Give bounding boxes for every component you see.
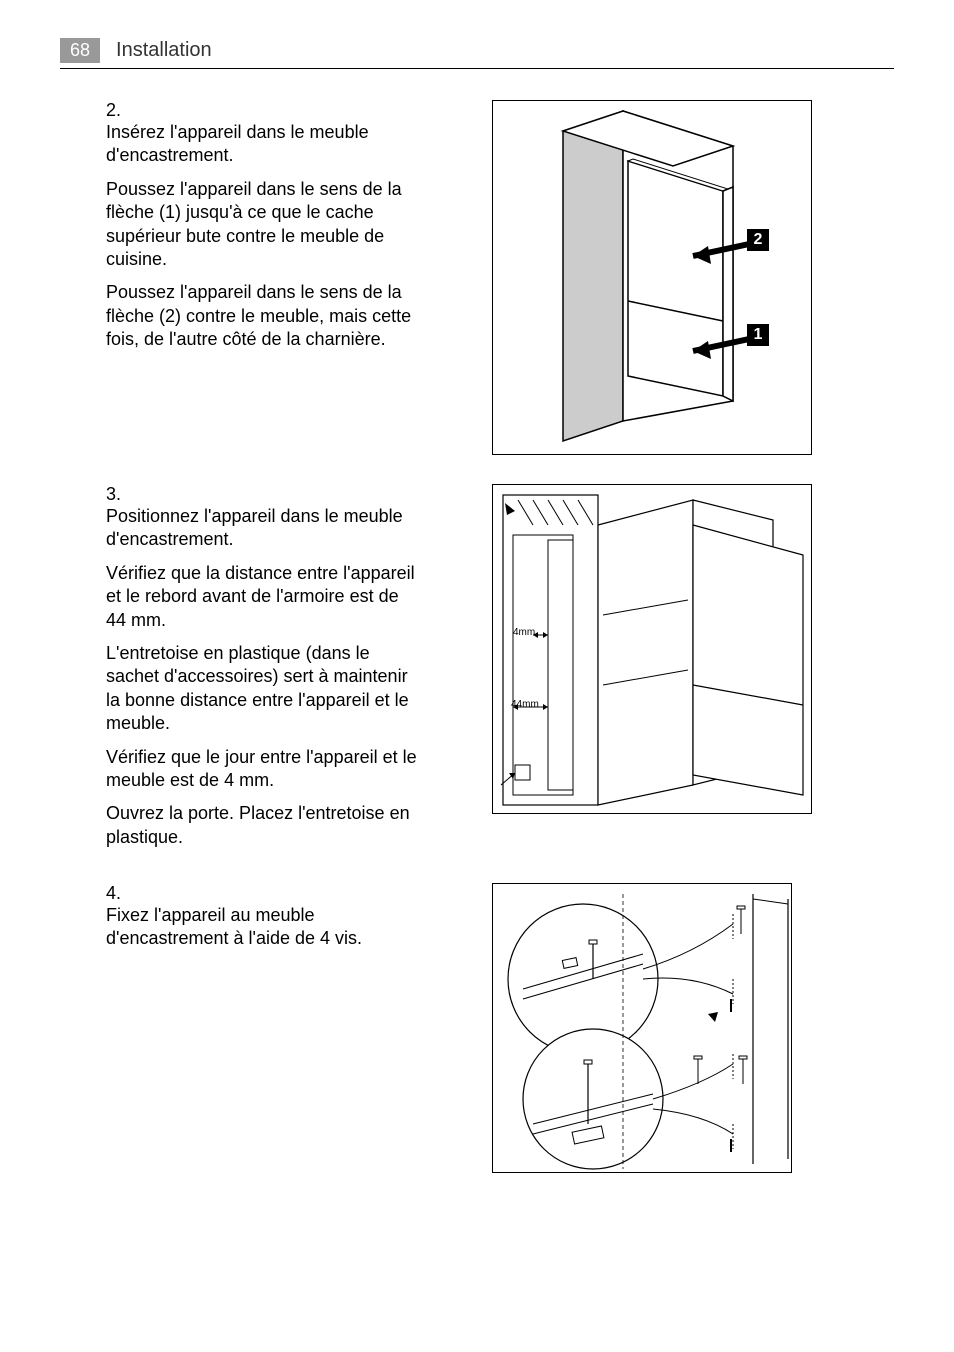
step-2-row: 2. Insérez l'appareil dans le meuble d'e… bbox=[60, 100, 894, 460]
step-3-para-1: Positionnez l'appareil dans le meuble d'… bbox=[106, 505, 422, 552]
step-4-figure-col bbox=[492, 883, 792, 1183]
step-2-para-3: Poussez l'appareil dans le sens de la fl… bbox=[106, 281, 422, 351]
spacer-diagram bbox=[493, 485, 813, 815]
step-3-text: 3. Positionnez l'appareil dans le meuble… bbox=[60, 484, 492, 859]
step-2-para-2: Poussez l'appareil dans le sens de la fl… bbox=[106, 178, 422, 272]
step-4-text: 4. Fixez l'appareil au meuble d'encastre… bbox=[60, 883, 492, 1183]
step-3-figure: 4mm 44mm bbox=[492, 484, 812, 814]
content-area: 2. Insérez l'appareil dans le meuble d'e… bbox=[60, 100, 894, 1207]
step-3-para-4: Vérifiez que le jour entre l'appareil et… bbox=[106, 746, 422, 793]
callout-1: 1 bbox=[747, 324, 769, 346]
section-title: Installation bbox=[116, 39, 212, 62]
step-2-para-1: Insérez l'appareil dans le meuble d'enca… bbox=[106, 121, 422, 168]
step-2-number: 2. bbox=[106, 100, 152, 121]
step-3-number: 3. bbox=[106, 484, 152, 505]
step-4-figure bbox=[492, 883, 792, 1173]
step-2-text: 2. Insérez l'appareil dans le meuble d'e… bbox=[60, 100, 492, 460]
cabinet-insert-diagram bbox=[493, 101, 813, 456]
step-2-figure-col: 2 1 bbox=[492, 100, 812, 460]
step-3-figure-col: 4mm 44mm bbox=[492, 484, 812, 859]
page-header: 68 Installation bbox=[60, 38, 894, 63]
dim-44mm: 44mm bbox=[511, 699, 539, 710]
step-3-para-5: Ouvrez la porte. Placez l'entretoise en … bbox=[106, 802, 422, 849]
page-number-badge: 68 bbox=[60, 38, 100, 63]
screws-diagram bbox=[493, 884, 793, 1174]
callout-2: 2 bbox=[747, 229, 769, 251]
step-3-para-3: L'entretoise en plastique (dans le sache… bbox=[106, 642, 422, 736]
step-4-number: 4. bbox=[106, 883, 152, 904]
step-4-para-1: Fixez l'appareil au meuble d'encastremen… bbox=[106, 904, 422, 951]
step-2-figure: 2 1 bbox=[492, 100, 812, 455]
dim-4mm: 4mm bbox=[513, 627, 535, 638]
header-rule bbox=[60, 68, 894, 69]
step-3-row: 3. Positionnez l'appareil dans le meuble… bbox=[60, 484, 894, 859]
step-4-row: 4. Fixez l'appareil au meuble d'encastre… bbox=[60, 883, 894, 1183]
step-3-para-2: Vérifiez que la distance entre l'apparei… bbox=[106, 562, 422, 632]
